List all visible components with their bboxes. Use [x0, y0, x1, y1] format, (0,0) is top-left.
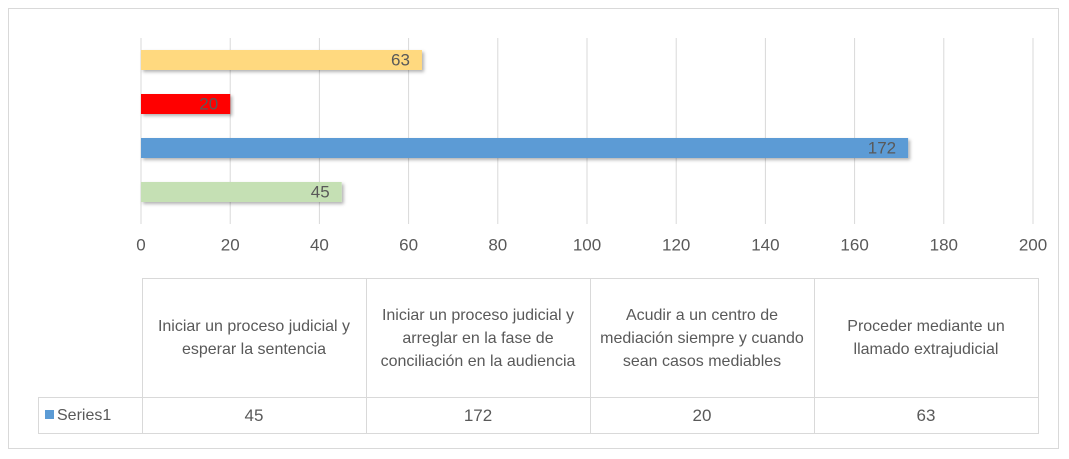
- value-cell: 63: [813, 397, 1039, 434]
- blank-cell: [38, 278, 143, 398]
- bar: [141, 138, 909, 158]
- x-tick-label: 200: [1019, 235, 1047, 254]
- x-tick-label: 0: [136, 235, 145, 254]
- x-tick-label: 180: [930, 235, 958, 254]
- data-table: Iniciar un proceso judicial y esperar la…: [38, 278, 1039, 434]
- x-tick-label: 80: [488, 235, 507, 254]
- x-tick-label: 60: [399, 235, 418, 254]
- data-label: 172: [868, 138, 896, 157]
- x-tick-label: 140: [751, 235, 779, 254]
- x-tick-label: 160: [840, 235, 868, 254]
- category-cell: Acudir a un centro de mediación siempre …: [589, 278, 815, 398]
- bar: [141, 50, 422, 70]
- category-cell: Iniciar un proceso judicial y arreglar e…: [365, 278, 591, 398]
- value-cell: 20: [589, 397, 815, 434]
- value-cell: 45: [141, 397, 367, 434]
- data-label: 45: [311, 182, 330, 201]
- bar: [141, 182, 342, 202]
- category-cell: Iniciar un proceso judicial y esperar la…: [141, 278, 367, 398]
- x-tick-label: 120: [662, 235, 690, 254]
- x-tick-label: 20: [221, 235, 240, 254]
- x-tick-label: 40: [310, 235, 329, 254]
- x-tick-label: 100: [573, 235, 601, 254]
- value-cell: 172: [365, 397, 591, 434]
- chart-frame: [8, 8, 1059, 449]
- legend-key: [45, 410, 54, 419]
- category-cell: Proceder mediante un llamado extrajudici…: [813, 278, 1039, 398]
- data-label: 63: [391, 50, 410, 69]
- data-label: 20: [199, 94, 218, 113]
- legend-label: Series1: [57, 407, 112, 424]
- legend-cell: Series1: [38, 397, 143, 434]
- bar: [141, 94, 231, 114]
